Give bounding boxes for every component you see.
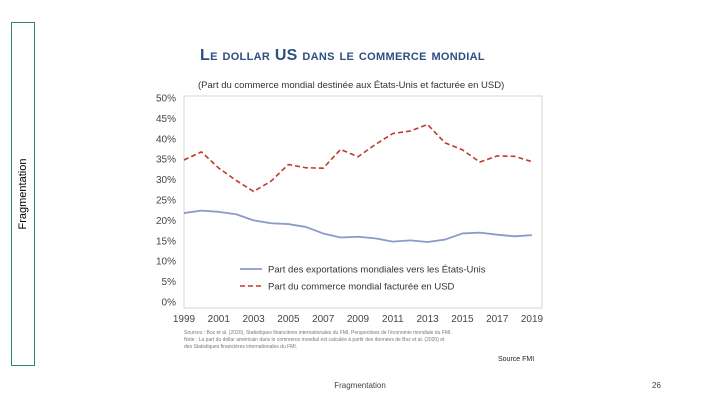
- y-tick-label: 45%: [156, 114, 176, 125]
- legend-label-2: Part du commerce mondial facturée en USD: [268, 282, 455, 293]
- x-tick-label: 2009: [347, 314, 370, 325]
- y-tick-label: 10%: [156, 257, 176, 268]
- legend-label-1: Part des exportations mondiales vers les…: [268, 265, 486, 276]
- y-tick-label: 30%: [156, 175, 176, 186]
- y-tick-label: 20%: [156, 216, 176, 227]
- x-tick-label: 1999: [173, 314, 196, 325]
- footer-text: Fragmentation: [334, 381, 386, 390]
- x-tick-label: 2015: [451, 314, 474, 325]
- notes-line-3: des Statistiques financières internation…: [184, 344, 298, 350]
- chart-subtitle: (Part du commerce mondial destinée aux É…: [198, 80, 505, 91]
- chart-title: Le dollar US dans le commerce mondial: [200, 47, 485, 64]
- x-tick-label: 2005: [277, 314, 300, 325]
- y-tick-label: 35%: [156, 155, 176, 166]
- series-line-1: [183, 209, 533, 243]
- y-tick-label: 15%: [156, 236, 176, 247]
- x-tick-label: 2007: [312, 314, 335, 325]
- y-tick-label: 50%: [156, 94, 176, 105]
- sidebar-frame: Fragmentation: [11, 22, 35, 366]
- page-number: 26: [652, 381, 661, 390]
- series-line-2: [183, 123, 533, 193]
- x-tick-label: 2017: [486, 314, 509, 325]
- source-label: Source FMI: [498, 356, 535, 363]
- x-tick-label: 2011: [382, 314, 404, 325]
- x-tick-label: 2001: [208, 314, 231, 325]
- notes-line-2: Note : La part du dollar américain dans …: [184, 337, 445, 343]
- x-tick-label: 2019: [521, 314, 544, 325]
- x-tick-label: 2013: [416, 314, 439, 325]
- plot-frame: [183, 95, 543, 309]
- y-tick-label: 5%: [162, 277, 177, 288]
- chart-notes: Sources : Boz et al. (2020), Statistique…: [184, 330, 544, 351]
- notes-line-1: Sources : Boz et al. (2020), Statistique…: [184, 330, 452, 336]
- y-tick-label: 0%: [162, 298, 177, 309]
- y-tick-label: 25%: [156, 196, 176, 207]
- x-tick-label: 2003: [242, 314, 265, 325]
- y-tick-label: 40%: [156, 134, 176, 145]
